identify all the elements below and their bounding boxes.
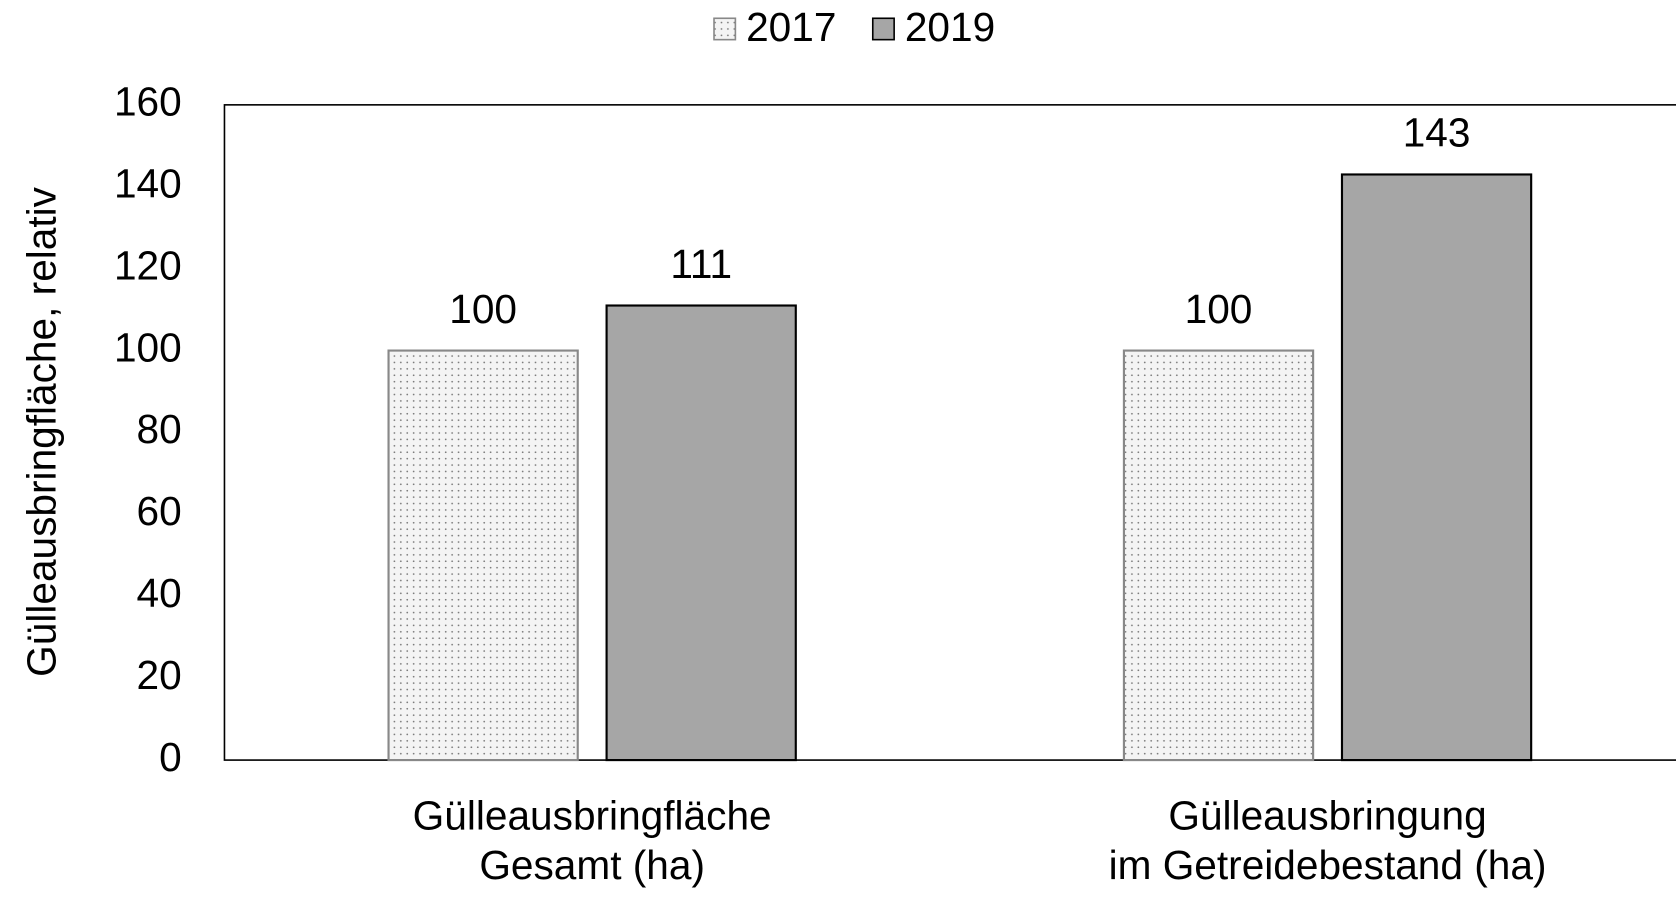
y-tick-label: 120 bbox=[114, 242, 182, 288]
y-tick-label: 0 bbox=[159, 734, 182, 780]
x-tick-label: im Getreidebestand (ha) bbox=[1109, 842, 1547, 888]
data-label: 100 bbox=[449, 286, 517, 332]
data-label: 100 bbox=[1185, 286, 1253, 332]
y-tick-label: 60 bbox=[137, 488, 182, 534]
y-tick-label: 80 bbox=[137, 406, 182, 452]
y-tick-label: 100 bbox=[114, 324, 182, 370]
y-axis-label: Gülleausbringfläche, relativ bbox=[19, 186, 65, 677]
y-tick-label: 20 bbox=[137, 652, 182, 698]
data-label: 111 bbox=[670, 241, 732, 287]
x-tick-label: Gesamt (ha) bbox=[479, 842, 705, 888]
plot-frame bbox=[223, 104, 1676, 761]
bar bbox=[387, 349, 579, 762]
y-tick-label: 160 bbox=[114, 79, 182, 125]
legend-swatch bbox=[713, 17, 737, 41]
data-label: 143 bbox=[1403, 110, 1471, 156]
x-tick-label: Gülleausbringung bbox=[1168, 793, 1486, 839]
bar bbox=[605, 304, 797, 762]
bar bbox=[1340, 173, 1533, 762]
y-tick-label: 140 bbox=[114, 160, 182, 206]
y-tick-label: 40 bbox=[137, 570, 182, 616]
legend-swatch bbox=[871, 17, 895, 41]
bar bbox=[1122, 349, 1315, 762]
legend-label: 2017 bbox=[746, 4, 836, 50]
legend-label: 2019 bbox=[905, 4, 995, 50]
x-tick-label: Gülleausbringfläche bbox=[413, 793, 772, 839]
